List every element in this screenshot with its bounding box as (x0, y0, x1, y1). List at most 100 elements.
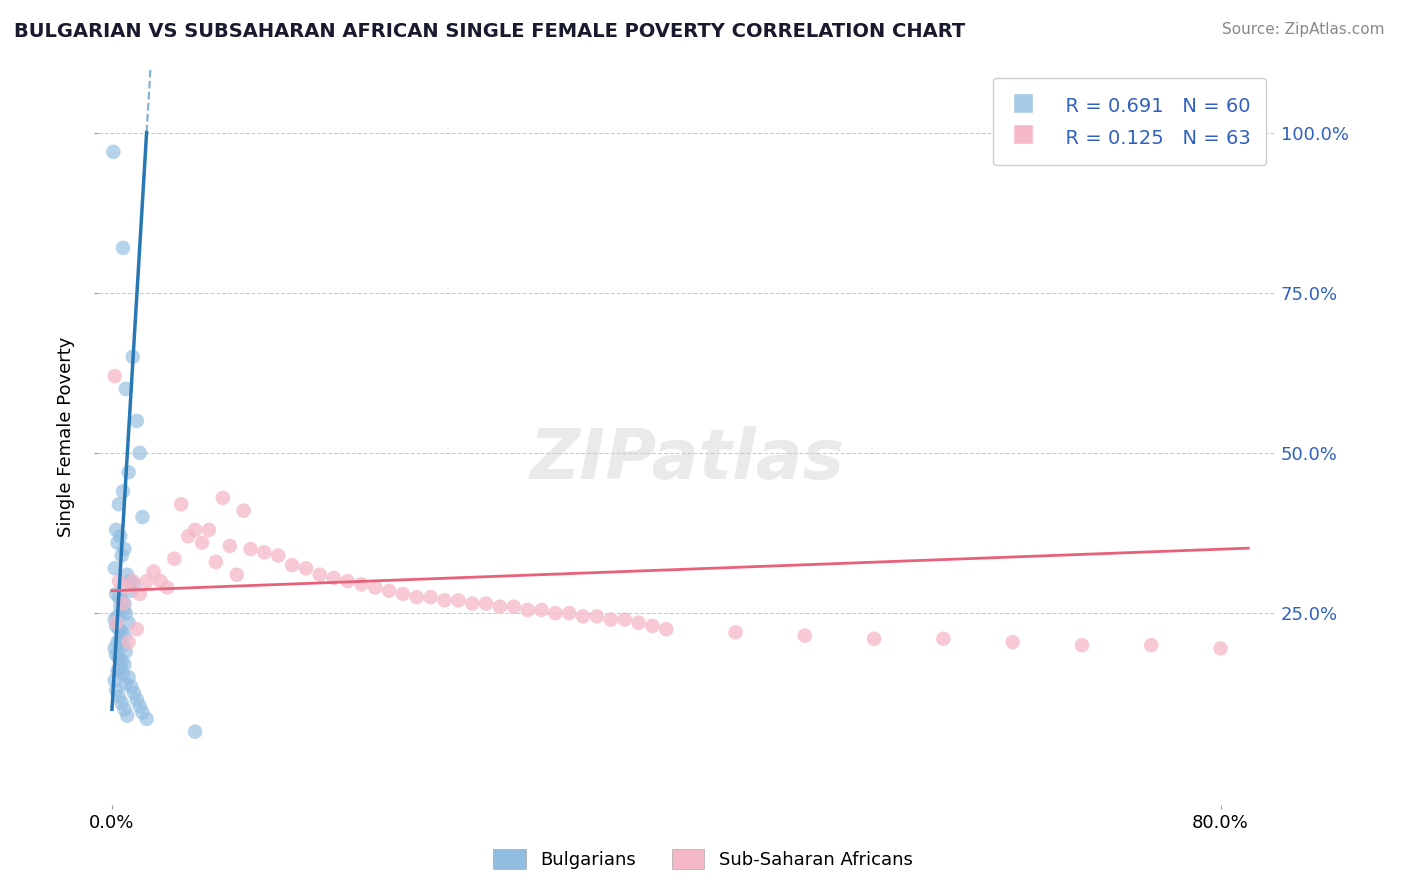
Point (105, 523, 128, 537)
Point (112, 597, 135, 611)
Point (350, 577, 373, 591)
Point (125, 692, 148, 706)
Point (1071, 638, 1094, 652)
Legend:   R = 0.691   N = 60,   R = 0.125   N = 63: R = 0.691 N = 60, R = 0.125 N = 63 (993, 78, 1267, 165)
Point (112, 542, 135, 557)
Point (111, 654, 134, 668)
Point (336, 574, 359, 588)
Point (121, 350, 143, 364)
Point (135, 574, 157, 588)
Point (932, 632, 955, 646)
Point (108, 590, 131, 604)
Point (108, 690, 131, 704)
Point (115, 567, 138, 582)
Point (104, 641, 127, 656)
Point (108, 651, 131, 665)
Point (104, 673, 127, 688)
Point (863, 632, 886, 646)
Point (530, 603, 553, 617)
Point (111, 593, 134, 607)
Point (105, 683, 128, 698)
Point (114, 676, 136, 690)
Point (131, 510, 153, 524)
Point (461, 597, 484, 611)
Point (558, 606, 581, 620)
Point (112, 241, 135, 255)
Point (112, 667, 135, 681)
Point (308, 567, 330, 582)
Point (586, 609, 609, 624)
Point (122, 577, 145, 591)
Point (191, 535, 214, 549)
Point (281, 558, 304, 573)
Point (364, 581, 387, 595)
Point (121, 574, 143, 588)
Point (433, 593, 456, 607)
Point (111, 549, 134, 563)
Point (128, 699, 150, 714)
Point (112, 484, 135, 499)
Point (156, 581, 179, 595)
Point (253, 545, 276, 559)
Point (125, 622, 148, 636)
Point (105, 648, 128, 662)
Point (128, 587, 150, 601)
Point (118, 574, 141, 588)
Point (572, 609, 595, 624)
Point (205, 555, 228, 569)
Point (107, 635, 129, 649)
Point (112, 702, 135, 716)
Point (114, 606, 136, 620)
Point (110, 632, 132, 646)
Point (128, 446, 150, 460)
Point (724, 625, 747, 640)
Point (419, 590, 441, 604)
Point (655, 622, 678, 636)
Point (232, 503, 254, 517)
Point (115, 708, 138, 723)
Point (267, 549, 290, 563)
Point (475, 597, 498, 611)
Text: BULGARIAN VS SUBSAHARAN AFRICAN SINGLE FEMALE POVERTY CORRELATION CHART: BULGARIAN VS SUBSAHARAN AFRICAN SINGLE F… (14, 22, 966, 41)
Point (108, 622, 131, 636)
Point (1209, 641, 1232, 656)
Point (544, 606, 567, 620)
Point (117, 670, 139, 684)
Point (117, 615, 139, 630)
Point (392, 587, 415, 601)
Point (112, 603, 135, 617)
Point (322, 571, 344, 585)
Point (1001, 635, 1024, 649)
Point (163, 551, 186, 566)
Point (105, 587, 128, 601)
Point (516, 603, 538, 617)
Point (613, 613, 636, 627)
Point (110, 599, 132, 614)
Point (112, 657, 135, 672)
Point (107, 664, 129, 678)
Point (110, 660, 132, 674)
Point (627, 615, 650, 630)
Point (112, 638, 135, 652)
Point (198, 523, 221, 537)
Point (1140, 638, 1163, 652)
Point (114, 382, 136, 396)
Point (295, 561, 318, 575)
Point (104, 369, 127, 384)
Point (218, 539, 240, 553)
Point (107, 535, 129, 549)
Point (184, 523, 207, 537)
Point (641, 619, 664, 633)
Point (125, 414, 148, 428)
Point (112, 629, 135, 643)
Point (184, 724, 207, 739)
Point (104, 613, 127, 627)
Point (105, 619, 128, 633)
Point (103, 145, 125, 159)
Point (131, 706, 153, 720)
Y-axis label: Single Female Poverty: Single Female Poverty (58, 337, 75, 537)
Text: ZIPatlas: ZIPatlas (530, 425, 845, 492)
Point (112, 597, 135, 611)
Point (599, 613, 621, 627)
Point (117, 465, 139, 479)
